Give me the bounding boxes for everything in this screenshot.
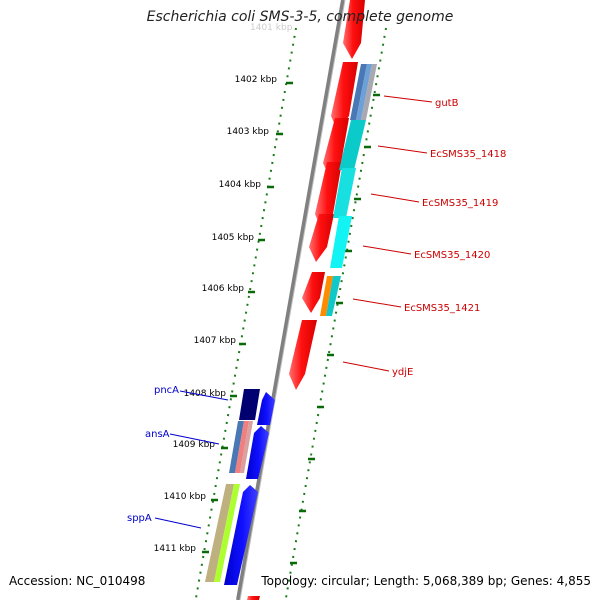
right-tick-track (285, 27, 387, 599)
leader-line (377, 145, 428, 154)
gene-arrow-forward[interactable] (302, 272, 325, 313)
gene-arrow-forward[interactable] (343, 0, 365, 59)
gene-arrow-reverse[interactable] (224, 485, 258, 585)
gene-arrow-forward[interactable] (315, 162, 342, 230)
left-tick-track (195, 27, 297, 599)
length-label: Length: (373, 574, 420, 588)
gene-label-pncA[interactable]: pncA (154, 385, 179, 396)
gene-arrow-forward[interactable] (247, 596, 260, 600)
gene-label-ecsms35-1419[interactable]: EcSMS35_1419 (422, 198, 498, 209)
gene-label-ecsms35-1418[interactable]: EcSMS35_1418 (430, 149, 506, 160)
leader-line (362, 245, 412, 255)
cog-bars-right (320, 64, 377, 316)
tick-label: 1407 kbp (194, 336, 237, 346)
tick-marks (202, 81, 380, 565)
leader-line (179, 390, 229, 401)
tick-label: 1403 kbp (227, 127, 270, 137)
tick-label: 1406 kbp (202, 284, 245, 294)
cog-bar (320, 276, 333, 316)
leader-line (169, 433, 220, 445)
gene-label-ydjE[interactable]: ydjE (392, 367, 413, 378)
gene-arrow-forward[interactable] (289, 320, 317, 390)
cog-bar (239, 389, 260, 420)
map-title: Escherichia coli SMS-3-5, complete genom… (146, 9, 454, 25)
cog-bar (214, 484, 240, 582)
genome-backbone-highlight (239, 0, 346, 600)
right-gene-labels: gutB EcSMS35_1418 EcSMS35_1419 EcSMS35_1… (342, 95, 506, 378)
topology-value: circular (321, 574, 366, 588)
length-value: 5,068,389 bp (422, 574, 503, 588)
leader-line (154, 517, 202, 529)
cog-bar (356, 64, 372, 120)
cog-bar (205, 484, 234, 582)
genes-label: Genes: (510, 574, 553, 588)
gene-arrow-reverse[interactable] (257, 392, 275, 425)
gene-label-ecsms35-1420[interactable]: EcSMS35_1420 (414, 250, 490, 261)
topology-label: Topology: (261, 574, 318, 588)
accession-info: Accession: NC_010498 (9, 574, 145, 588)
accession-label: Accession: (9, 574, 73, 588)
leader-line (352, 298, 402, 308)
forward-genes (247, 0, 365, 600)
gene-label-ansA[interactable]: ansA (145, 429, 170, 440)
gene-label-gutB[interactable]: gutB (435, 98, 459, 109)
genome-stats: Topology: circular; Length: 5,068,389 bp… (261, 574, 591, 588)
gene-arrow-forward[interactable] (331, 62, 358, 132)
tick-label: 1404 kbp (219, 180, 262, 190)
tick-label: 1411 kbp (154, 544, 197, 554)
cog-bar (350, 64, 367, 120)
tick-label: 1408 kbp (184, 389, 227, 399)
leader-line (342, 361, 390, 372)
cog-bar (330, 216, 352, 268)
gene-label-ecsms35-1421[interactable]: EcSMS35_1421 (404, 303, 480, 314)
accession-value: NC_010498 (76, 574, 146, 588)
left-gene-labels: pncA ansA sppA (127, 385, 229, 529)
cog-bar (229, 421, 244, 473)
cog-bar (333, 168, 356, 218)
cog-bar (361, 64, 377, 120)
gene-label-sppA[interactable]: sppA (127, 513, 152, 524)
genes-value: 4,855 (556, 574, 591, 588)
tick-label: 1402 kbp (235, 75, 278, 85)
tick-label-faded: 1401 kbp (250, 23, 293, 33)
cog-bar (240, 421, 253, 473)
reverse-genes (224, 392, 275, 585)
tick-label: 1409 kbp (173, 440, 216, 450)
tick-label: 1405 kbp (212, 233, 255, 243)
gene-arrow-forward[interactable] (309, 214, 334, 262)
cog-bar (339, 120, 366, 170)
gene-arrow-reverse[interactable] (246, 426, 269, 479)
cog-bar (326, 276, 341, 316)
leader-line (383, 95, 433, 103)
cog-bar (235, 421, 249, 473)
cog-bars-left (205, 389, 260, 582)
tick-label: 1410 kbp (164, 492, 207, 502)
leader-line (370, 193, 420, 203)
